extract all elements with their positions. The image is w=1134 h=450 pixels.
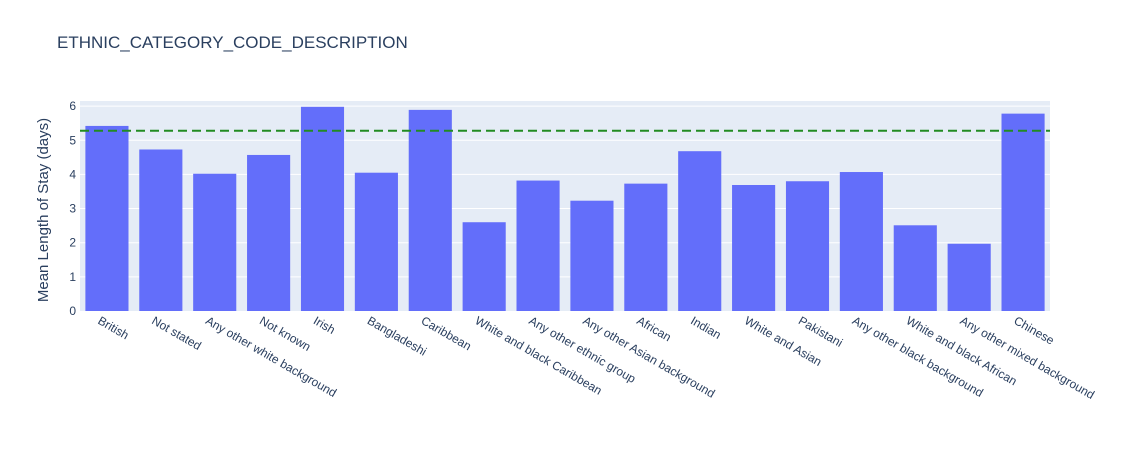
bar	[247, 154, 291, 311]
x-tick-label: Bangladeshi	[365, 313, 429, 358]
bar	[678, 151, 722, 311]
y-tick-label: 3	[69, 202, 76, 216]
chart-title: ETHNIC_CATEGORY_CODE_DESCRIPTION	[57, 33, 408, 52]
bar	[732, 185, 776, 311]
bar	[408, 109, 452, 311]
gridlines	[80, 105, 1050, 278]
y-axis-ticks: 0 1 2 3 4 5 6	[69, 99, 76, 318]
bar	[624, 183, 668, 311]
bars	[85, 106, 1045, 312]
y-tick-label: 4	[69, 167, 76, 181]
bar	[300, 106, 345, 312]
bar	[570, 200, 614, 311]
y-tick-label: 1	[69, 270, 76, 284]
x-tick-label: Not stated	[149, 313, 203, 352]
bar	[785, 181, 830, 311]
bar	[516, 180, 560, 311]
y-axis-title: Mean Length of Stay (days)	[35, 118, 52, 302]
x-axis-ticks: British Not stated Any other white backgro…	[95, 313, 1097, 402]
bar	[893, 225, 937, 311]
y-tick-label: 5	[69, 133, 76, 147]
x-tick-label: Irish	[311, 313, 338, 336]
bar	[1001, 113, 1045, 311]
plot-area	[80, 101, 1050, 311]
bar	[462, 222, 506, 311]
bar	[839, 172, 883, 311]
x-tick-label: African	[634, 313, 673, 344]
x-tick-label: Indian	[688, 313, 723, 341]
bar	[139, 149, 183, 311]
bar	[354, 172, 398, 311]
bar	[193, 173, 237, 311]
bar	[85, 125, 129, 312]
x-tick-label: Chinese	[1012, 313, 1057, 347]
y-tick-label: 6	[69, 99, 76, 113]
y-tick-label: 2	[69, 236, 76, 250]
bar	[947, 243, 991, 311]
x-tick-label: British	[95, 313, 131, 342]
y-tick-label: 0	[69, 304, 76, 318]
